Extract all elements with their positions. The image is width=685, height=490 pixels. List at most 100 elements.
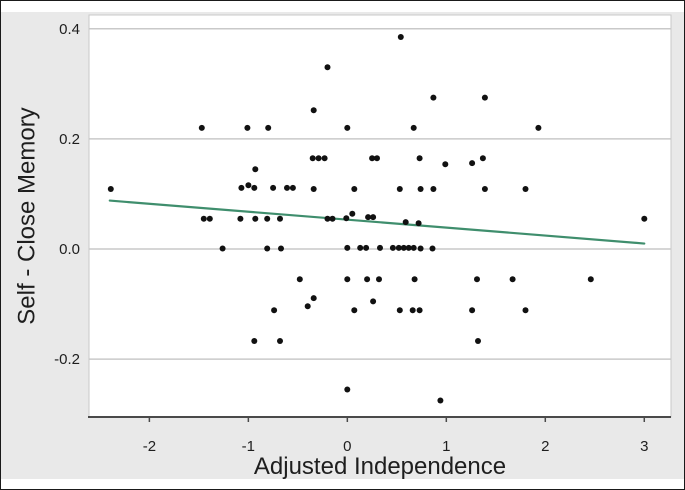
data-point — [509, 276, 516, 283]
data-point — [289, 184, 296, 191]
data-point — [309, 155, 316, 162]
data-point — [396, 186, 403, 192]
y-tick-label: 0.2 — [59, 131, 80, 148]
data-point — [535, 124, 542, 131]
data-point — [587, 276, 594, 283]
data-point — [417, 245, 424, 252]
data-point — [410, 124, 417, 131]
x-tick-label: 3 — [640, 438, 648, 455]
data-point — [351, 307, 358, 314]
x-tick-label: 0 — [343, 438, 351, 455]
data-point — [252, 215, 259, 222]
data-point — [641, 215, 648, 222]
data-point — [409, 307, 416, 314]
data-point — [522, 186, 529, 192]
data-point — [238, 184, 245, 191]
x-axis-title: Adjusted Independence — [253, 453, 507, 480]
data-point — [429, 245, 436, 252]
data-point — [324, 215, 331, 222]
data-point — [264, 215, 271, 222]
x-tick-label: -1 — [242, 438, 255, 455]
data-point — [417, 186, 424, 192]
data-point — [400, 244, 407, 251]
data-point — [437, 397, 444, 404]
data-point — [200, 215, 207, 222]
data-point — [469, 307, 476, 314]
data-point — [304, 303, 311, 310]
data-point — [479, 155, 486, 162]
data-point — [107, 186, 114, 192]
data-point — [296, 276, 303, 283]
data-point — [396, 307, 403, 314]
data-point — [277, 215, 283, 222]
x-tick-label: -2 — [143, 438, 156, 455]
data-point — [271, 307, 278, 314]
data-point — [310, 186, 317, 192]
data-point — [411, 276, 418, 283]
data-point — [430, 94, 437, 101]
data-point — [344, 124, 351, 131]
data-point — [474, 276, 480, 283]
data-point — [377, 244, 383, 251]
data-point — [397, 34, 404, 40]
data-point — [370, 298, 377, 305]
data-point — [442, 161, 449, 168]
plot-background — [88, 14, 672, 418]
data-point — [351, 186, 358, 192]
data-point — [481, 94, 488, 101]
data-point — [475, 338, 481, 344]
data-point — [321, 155, 328, 162]
data-point — [284, 184, 290, 191]
y-tick-label: 0.4 — [59, 21, 80, 38]
data-point — [264, 245, 271, 252]
data-point — [245, 182, 252, 189]
data-point — [270, 184, 277, 191]
data-point — [415, 220, 422, 227]
data-point — [198, 124, 205, 131]
data-point — [265, 124, 272, 131]
data-point — [310, 295, 317, 302]
y-axis-title: Self - Close Memory — [13, 107, 41, 325]
data-point — [329, 215, 336, 222]
trend-line — [108, 199, 646, 245]
data-point — [365, 214, 372, 221]
data-point — [389, 244, 396, 251]
data-point — [237, 215, 244, 222]
data-point — [277, 338, 283, 344]
data-point — [357, 244, 364, 251]
data-point — [252, 166, 259, 173]
data-point — [343, 215, 350, 222]
data-point — [244, 124, 251, 131]
data-point — [219, 245, 226, 252]
y-tick-label: 0.0 — [59, 241, 80, 258]
data-point — [395, 244, 402, 251]
data-point — [310, 107, 317, 114]
data-point — [206, 215, 213, 222]
data-point — [363, 244, 370, 251]
data-point — [416, 155, 423, 162]
data-point — [405, 244, 412, 251]
data-point — [370, 214, 377, 221]
data-point — [430, 186, 437, 192]
data-point — [278, 245, 284, 252]
data-point — [344, 244, 351, 251]
data-point — [410, 244, 417, 251]
x-tick-label: 2 — [541, 438, 549, 455]
data-point — [251, 338, 258, 344]
data-point — [481, 186, 488, 192]
data-point — [349, 210, 356, 217]
y-tick-label: -0.2 — [54, 351, 80, 368]
data-point — [344, 386, 351, 393]
data-point — [251, 184, 258, 191]
data-point — [374, 155, 380, 162]
data-point — [469, 160, 476, 167]
data-point — [369, 155, 376, 162]
data-point — [416, 307, 423, 314]
data-point — [344, 276, 351, 283]
x-tick-label: 1 — [442, 438, 450, 455]
data-point — [364, 276, 371, 283]
data-point — [402, 219, 409, 226]
data-point — [522, 307, 529, 314]
